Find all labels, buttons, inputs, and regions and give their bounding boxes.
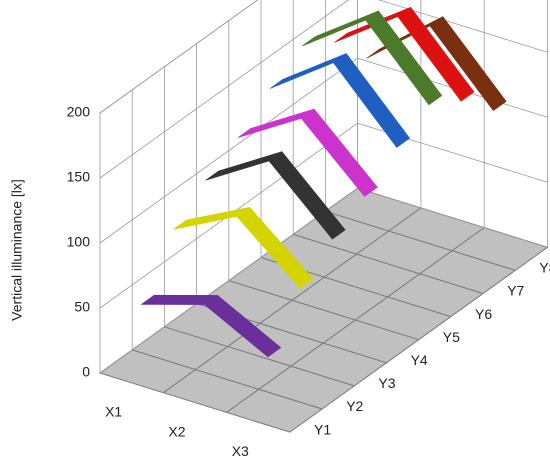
series-label: Y8 (539, 260, 550, 276)
floor-grid (164, 326, 355, 387)
z-tick-label: 50 (74, 299, 90, 315)
grid-line (99, 0, 259, 114)
ribbon (429, 16, 507, 112)
ribbon (205, 151, 283, 181)
z-tick-label: 100 (67, 234, 91, 250)
series-label: Y2 (346, 398, 363, 414)
grid-line (99, 122, 548, 309)
floor-grid (228, 280, 419, 341)
series-label: Y4 (411, 352, 428, 368)
axis-title: Vertical illuminance [lx] (9, 179, 25, 321)
x-tick-label: X3 (232, 443, 249, 457)
ribbon (237, 108, 315, 138)
x-tick-label: X1 (105, 404, 122, 420)
ribbon (204, 295, 282, 358)
floor-grid (325, 210, 516, 271)
z-tick-label: 200 (67, 104, 91, 120)
ribbon (365, 10, 443, 106)
floor-grid (132, 349, 323, 410)
series-label: Y7 (507, 283, 524, 299)
x-tick-label: X2 (168, 423, 185, 439)
z-tick-label: 150 (67, 169, 91, 185)
ribbon (332, 53, 411, 148)
grid-line (99, 0, 548, 179)
z-tick-label: 0 (82, 364, 90, 380)
ribbon (236, 206, 314, 289)
series-label: Y5 (443, 329, 460, 345)
ribbon (269, 53, 347, 89)
ribbon (268, 151, 346, 240)
series-label: Y6 (475, 306, 492, 322)
series-label: Y3 (378, 375, 395, 391)
series-label: Y1 (314, 421, 331, 437)
ribbon (397, 6, 475, 102)
floor-grid (293, 233, 484, 294)
ribbon (300, 108, 378, 197)
ribbon (140, 294, 219, 305)
